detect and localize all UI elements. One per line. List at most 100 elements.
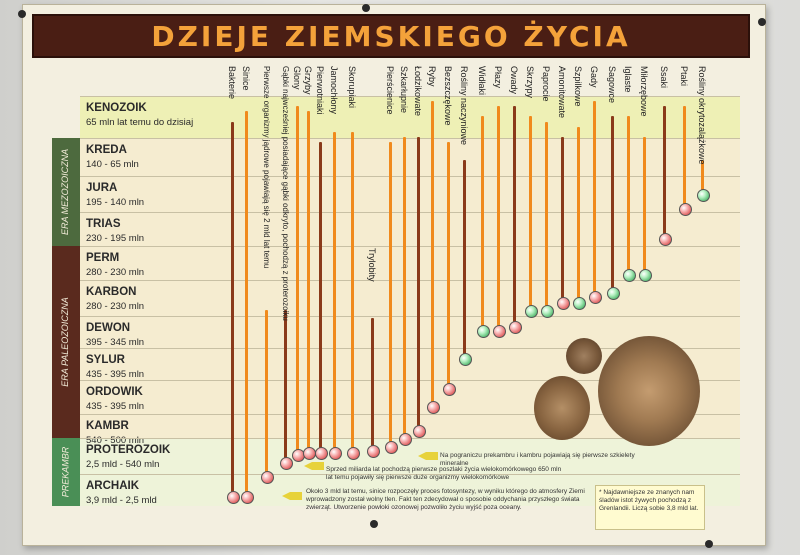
organism-origin-dot <box>347 447 360 460</box>
proterozoic-arrow <box>304 462 324 470</box>
organism-line <box>447 142 450 388</box>
organism-label: Iglaste <box>623 66 633 93</box>
organism-label: Skrzypy <box>525 66 535 99</box>
organism-label: Sagowce <box>607 66 617 104</box>
organism-origin-dot <box>589 291 602 304</box>
period-name: KENOZOIK <box>86 102 147 114</box>
cambrian-arrow <box>418 452 438 460</box>
organism-label: Pierwsze organizmy jądrowe pojawiają się… <box>262 66 271 269</box>
period-range: 280 - 230 mln <box>86 301 145 312</box>
period-name: JURA <box>86 182 118 194</box>
period-range: 140 - 65 mln <box>86 159 139 170</box>
organism-line <box>389 142 392 446</box>
organism-label: Owady <box>509 66 519 95</box>
period-row <box>80 176 740 213</box>
period-name: KREDA <box>86 144 127 156</box>
period-row <box>80 96 740 139</box>
era-paleozoic: ERA PALEOZOICZNA <box>52 246 80 438</box>
period-range: 540 - 500 mln <box>86 435 145 446</box>
organism-label: Rośliny naczyniowe <box>459 66 469 146</box>
organism-origin-dot <box>261 471 274 484</box>
organism-origin-dot <box>607 287 620 300</box>
organism-origin-dot <box>525 305 538 318</box>
period-range: 435 - 395 mln <box>86 369 145 380</box>
proterozoic-note: Sprzed miliarda lat pochodzą pierwsze po… <box>326 466 562 482</box>
organism-origin-dot <box>227 491 240 504</box>
organism-line <box>627 116 630 274</box>
organism-line <box>319 142 322 452</box>
period-row <box>80 474 740 507</box>
organism-line <box>417 137 420 430</box>
period-row <box>80 348 740 381</box>
organism-origin-dot <box>315 447 328 460</box>
period-name: ARCHAIK <box>86 480 140 492</box>
organism-origin-dot <box>413 425 426 438</box>
organism-label: Szkarłupnie <box>399 66 409 114</box>
cambrian-note: Na pograniczu prekambru i kambru pojawia… <box>440 452 635 468</box>
organism-line <box>529 116 532 310</box>
period-name: PROTEROZOIK <box>86 444 171 456</box>
era-prekambr: PREKAMBR <box>52 438 80 506</box>
period-row <box>80 246 740 281</box>
organism-label: Paprocie <box>541 66 551 102</box>
organism-line <box>577 126 580 302</box>
organism-origin-dot <box>427 401 440 414</box>
organism-origin-dot <box>639 269 652 282</box>
period-range: 280 - 230 mln <box>86 267 145 278</box>
organism-label: Grzyby <box>303 66 313 95</box>
organism-origin-dot <box>477 325 490 338</box>
organism-line <box>296 106 299 454</box>
organism-line <box>663 106 666 238</box>
organism-line <box>701 160 704 194</box>
organism-label: Skorupiaki <box>347 66 357 109</box>
period-range: 435 - 395 mln <box>86 401 145 412</box>
archaic-arrow <box>282 492 302 500</box>
organism-label: Pierwotniaki <box>315 66 325 115</box>
organism-origin-dot <box>459 353 472 366</box>
organism-origin-dot <box>659 233 672 246</box>
organism-line <box>231 121 234 496</box>
period-range: 3,9 mld - 2,5 mld <box>86 495 157 506</box>
fossil-small-image <box>566 338 602 374</box>
organism-origin-dot <box>697 189 710 202</box>
organism-line <box>611 116 614 292</box>
organism-label: Miłorzębowe <box>639 66 649 117</box>
period-name: KARBON <box>86 286 137 298</box>
organism-label: Glony <box>292 66 302 90</box>
organism-line <box>284 310 287 462</box>
organism-label: Gąbki najwcześniej posiadające gąbki odk… <box>281 66 290 321</box>
organism-line <box>403 137 406 438</box>
organism-line <box>593 100 596 296</box>
organism-origin-dot <box>329 447 342 460</box>
organism-label: Sinice <box>241 66 251 91</box>
organism-origin-dot <box>280 457 293 470</box>
period-row <box>80 380 740 415</box>
organism-origin-dot <box>367 445 380 458</box>
organism-origin-dot <box>509 321 522 334</box>
organism-line <box>307 111 310 452</box>
organism-line <box>683 106 686 208</box>
organism-label: Rośliny okrytozalążkowe <box>697 66 707 165</box>
organism-line <box>351 132 354 452</box>
period-row <box>80 280 740 317</box>
poster-title: DZIEJE ZIEMSKIEGO ŻYCIA <box>151 19 631 53</box>
fossil-medium-image <box>534 376 590 440</box>
organism-origin-dot <box>573 297 586 310</box>
archaic-note: Około 3 mld lat temu, sinice rozpoczęły … <box>306 488 585 512</box>
organism-origin-dot <box>557 297 570 310</box>
pin-bottom-center <box>370 520 378 528</box>
organism-label: Bakterie <box>227 66 237 100</box>
organism-label: Bezszczękowe <box>443 66 453 126</box>
period-name: TRIAS <box>86 218 121 230</box>
organism-line <box>643 137 646 274</box>
period-row <box>80 316 740 349</box>
organism-origin-dot <box>679 203 692 216</box>
organism-label: Płazy <box>493 66 503 89</box>
pin-top-left <box>18 10 26 18</box>
organism-origin-dot <box>493 325 506 338</box>
pin-bottom-right <box>705 540 713 548</box>
period-range: 395 - 345 mln <box>86 337 145 348</box>
organism-origin-dot <box>385 441 398 454</box>
title-bar: DZIEJE ZIEMSKIEGO ŻYCIA <box>32 14 750 58</box>
pin-top-right <box>758 18 766 26</box>
